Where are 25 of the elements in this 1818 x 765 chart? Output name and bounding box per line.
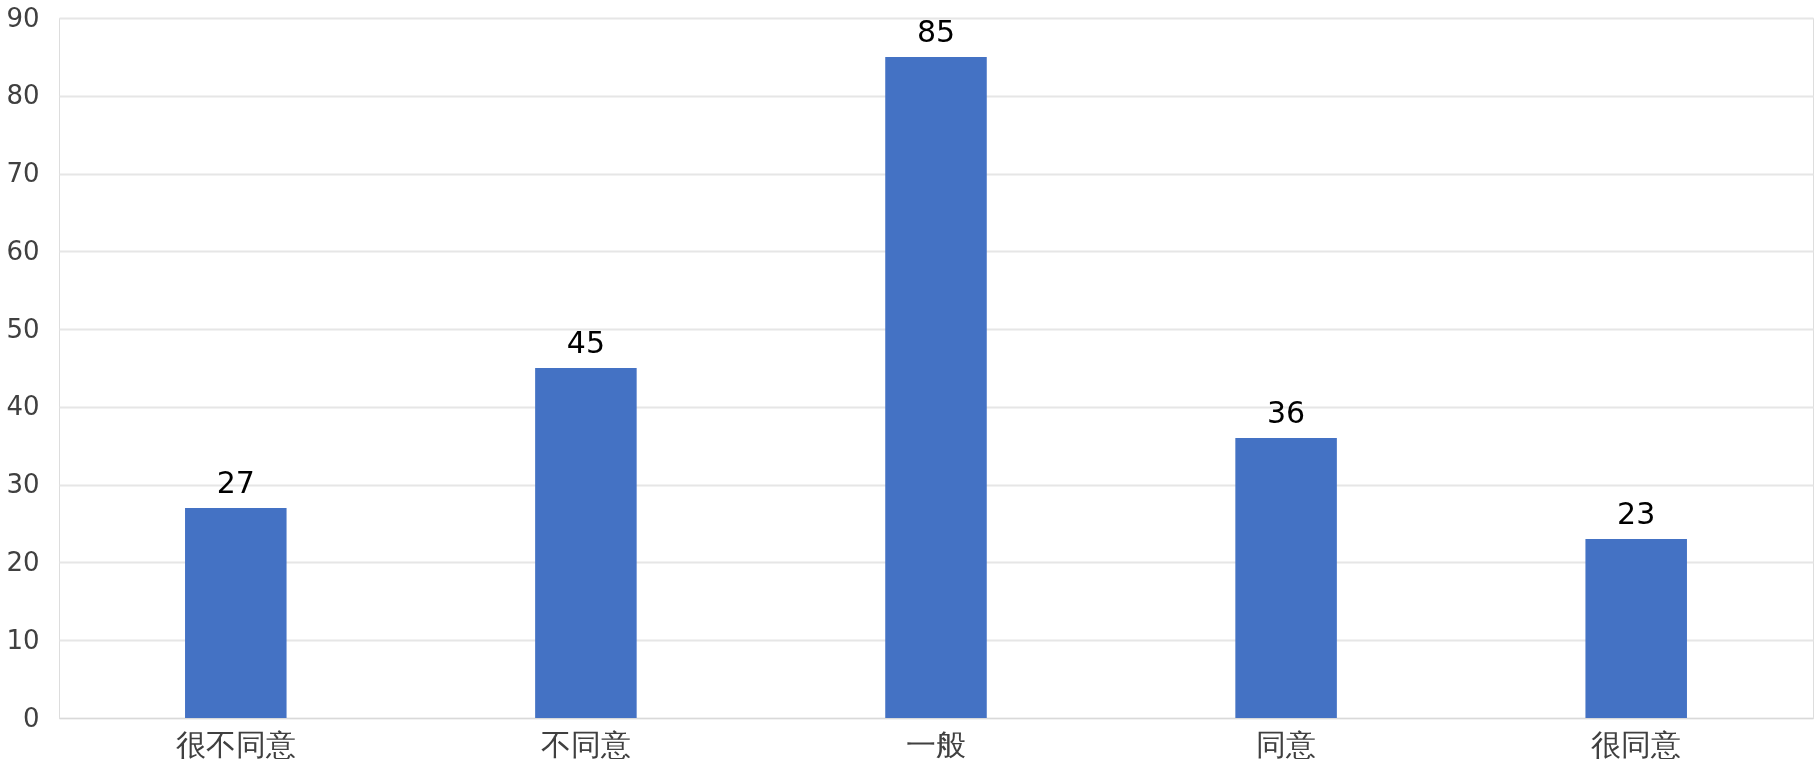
- bar: [1235, 438, 1337, 718]
- data-label: 45: [566, 325, 605, 360]
- x-tick-label: 不同意: [540, 726, 631, 762]
- y-tick-label: 50: [6, 313, 40, 344]
- y-tick-label: 30: [6, 469, 40, 500]
- y-tick-label: 20: [6, 546, 40, 577]
- y-tick-label: 0: [22, 702, 40, 733]
- data-label: 23: [1617, 496, 1656, 532]
- x-tick-label: 一般: [906, 726, 966, 762]
- y-tick-label: 70: [6, 158, 40, 189]
- x-tick-label: 很同意: [1591, 726, 1682, 762]
- bar: [885, 56, 987, 718]
- data-label: 85: [916, 13, 956, 49]
- y-tick-label: 90: [6, 2, 40, 33]
- y-tick-label: 10: [6, 624, 40, 655]
- x-tick-label: 很不同意: [175, 726, 296, 762]
- data-label: 36: [1267, 395, 1306, 430]
- bar: [535, 368, 637, 718]
- data-label: 27: [216, 465, 255, 500]
- y-tick-label: 80: [6, 80, 40, 111]
- bar: [1585, 539, 1687, 718]
- bar: [185, 508, 287, 718]
- x-tick-label: 同意: [1256, 726, 1317, 762]
- y-tick-label: 60: [6, 235, 40, 266]
- y-tick-label: 40: [6, 391, 40, 422]
